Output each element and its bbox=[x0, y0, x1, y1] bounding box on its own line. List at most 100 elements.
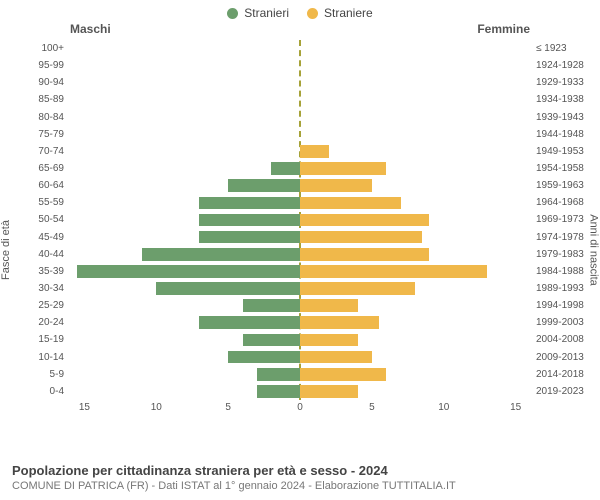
male-half bbox=[70, 349, 300, 366]
male-half bbox=[70, 109, 300, 126]
age-label: 10-14 bbox=[8, 352, 70, 363]
male-half bbox=[70, 263, 300, 280]
age-label: 35-39 bbox=[8, 266, 70, 277]
male-bar bbox=[142, 248, 300, 261]
table-row: 75-791944-1948 bbox=[70, 126, 530, 143]
birth-label: 1964-1968 bbox=[530, 197, 592, 208]
table-row: 50-541969-1973 bbox=[70, 211, 530, 228]
male-bar bbox=[199, 316, 300, 329]
birth-label: 1924-1928 bbox=[530, 60, 592, 71]
age-label: 50-54 bbox=[8, 214, 70, 225]
legend-female: Straniere bbox=[307, 6, 373, 20]
birth-label: 2004-2008 bbox=[530, 334, 592, 345]
age-label: 25-29 bbox=[8, 300, 70, 311]
column-titles: Maschi Femmine bbox=[0, 20, 600, 36]
female-half bbox=[300, 383, 530, 400]
legend-female-label: Straniere bbox=[324, 6, 373, 20]
age-label: 80-84 bbox=[8, 112, 70, 123]
female-half bbox=[300, 263, 530, 280]
age-label: 45-49 bbox=[8, 232, 70, 243]
female-half bbox=[300, 160, 530, 177]
female-bar bbox=[300, 162, 386, 175]
male-half bbox=[70, 280, 300, 297]
female-bar bbox=[300, 145, 329, 158]
age-label: 90-94 bbox=[8, 77, 70, 88]
birth-label: 1954-1958 bbox=[530, 163, 592, 174]
female-bar bbox=[300, 316, 379, 329]
male-bar bbox=[228, 179, 300, 192]
age-label: 65-69 bbox=[8, 163, 70, 174]
table-row: 25-291994-1998 bbox=[70, 297, 530, 314]
male-half bbox=[70, 40, 300, 57]
male-half bbox=[70, 74, 300, 91]
male-bar bbox=[243, 334, 301, 347]
female-bar bbox=[300, 282, 415, 295]
table-row: 70-741949-1953 bbox=[70, 143, 530, 160]
age-label: 5-9 bbox=[8, 369, 70, 380]
age-label: 85-89 bbox=[8, 94, 70, 105]
table-row: 65-691954-1958 bbox=[70, 160, 530, 177]
male-half bbox=[70, 160, 300, 177]
title-male: Maschi bbox=[70, 22, 111, 36]
legend-male-label: Stranieri bbox=[244, 6, 289, 20]
female-half bbox=[300, 229, 530, 246]
table-row: 60-641959-1963 bbox=[70, 177, 530, 194]
age-label: 55-59 bbox=[8, 197, 70, 208]
male-bar bbox=[199, 231, 300, 244]
male-bar bbox=[271, 162, 300, 175]
male-half bbox=[70, 229, 300, 246]
female-bar bbox=[300, 368, 386, 381]
caption: Popolazione per cittadinanza straniera p… bbox=[12, 463, 588, 492]
table-row: 20-241999-2003 bbox=[70, 314, 530, 331]
female-bar bbox=[300, 248, 429, 261]
table-row: 80-841939-1943 bbox=[70, 109, 530, 126]
caption-subtitle: COMUNE DI PATRICA (FR) - Dati ISTAT al 1… bbox=[12, 478, 588, 492]
female-bar bbox=[300, 385, 358, 398]
birth-label: 2019-2023 bbox=[530, 386, 592, 397]
swatch-female bbox=[307, 8, 318, 19]
female-half bbox=[300, 246, 530, 263]
birth-label: 1959-1963 bbox=[530, 180, 592, 191]
birth-label: 1979-1983 bbox=[530, 249, 592, 260]
female-half bbox=[300, 91, 530, 108]
birth-label: 1989-1993 bbox=[530, 283, 592, 294]
birth-label: 1969-1973 bbox=[530, 214, 592, 225]
female-bar bbox=[300, 179, 372, 192]
male-bar bbox=[199, 197, 300, 210]
male-bar bbox=[199, 214, 300, 227]
female-half bbox=[300, 349, 530, 366]
age-label: 70-74 bbox=[8, 146, 70, 157]
female-bar bbox=[300, 231, 422, 244]
female-half bbox=[300, 314, 530, 331]
male-half bbox=[70, 383, 300, 400]
table-row: 100+≤ 1923 bbox=[70, 40, 530, 57]
female-half bbox=[300, 297, 530, 314]
age-label: 75-79 bbox=[8, 129, 70, 140]
male-half bbox=[70, 314, 300, 331]
birth-label: 2009-2013 bbox=[530, 352, 592, 363]
male-half bbox=[70, 57, 300, 74]
female-half bbox=[300, 57, 530, 74]
female-half bbox=[300, 126, 530, 143]
male-half bbox=[70, 246, 300, 263]
female-half bbox=[300, 143, 530, 160]
x-tick: 10 bbox=[438, 402, 449, 413]
table-row: 40-441979-1983 bbox=[70, 246, 530, 263]
table-row: 10-142009-2013 bbox=[70, 349, 530, 366]
male-bar bbox=[228, 351, 300, 364]
male-half bbox=[70, 91, 300, 108]
female-half bbox=[300, 40, 530, 57]
female-bar bbox=[300, 351, 372, 364]
table-row: 85-891934-1938 bbox=[70, 91, 530, 108]
age-label: 100+ bbox=[8, 43, 70, 54]
male-half bbox=[70, 194, 300, 211]
birth-label: 1949-1953 bbox=[530, 146, 592, 157]
female-half bbox=[300, 177, 530, 194]
female-half bbox=[300, 194, 530, 211]
female-half bbox=[300, 331, 530, 348]
birth-label: 2014-2018 bbox=[530, 369, 592, 380]
male-half bbox=[70, 366, 300, 383]
age-label: 20-24 bbox=[8, 317, 70, 328]
bar-rows: 100+≤ 192395-991924-192890-941929-193385… bbox=[70, 40, 530, 400]
table-row: 90-941929-1933 bbox=[70, 74, 530, 91]
